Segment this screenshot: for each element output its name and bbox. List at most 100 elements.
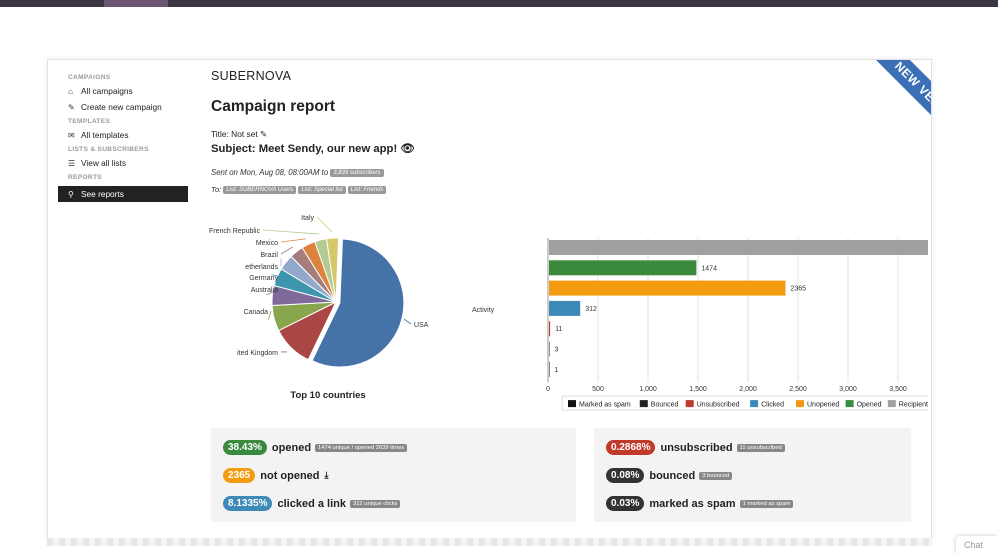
sidebar-item-all-templates[interactable]: ✉ All templates	[68, 130, 129, 140]
sidebar-heading-campaigns: CAMPAIGNS	[68, 74, 111, 81]
sent-info: Sent on Mon, Aug 08, 08:00AM to 3,839 sub…	[211, 168, 384, 177]
bar-legend-box	[561, 395, 928, 411]
stat-clicked: 8.1335% clicked a link 312 unique clicks	[223, 496, 401, 511]
bar-mark[interactable]	[549, 240, 928, 255]
eye-icon[interactable]: 👁	[400, 143, 415, 155]
sidebar: CAMPAIGNS ⌂ All campaigns ✎ Create new cam…	[58, 74, 188, 208]
active-tab-indicator[interactable]	[104, 0, 168, 7]
bar-value-label: 2365	[791, 286, 807, 293]
app-frame: CAMPAIGNS ⌂ All campaigns ✎ Create new cam…	[47, 59, 932, 541]
legend-swatch[interactable]	[845, 400, 854, 408]
pie-label: USA	[414, 322, 429, 329]
countries-pie-chart: USA ited Kingdom Canada Australia Germany eth…	[208, 215, 429, 400]
not-opened-badge: 2365	[223, 468, 256, 483]
stat-not-opened: 2365 not opened ⤓	[223, 468, 329, 483]
brand-name[interactable]: SUBERNOVA	[211, 69, 292, 83]
bar-x-tick: 0	[546, 386, 550, 393]
sidebar-item-all-campaigns[interactable]: ⌂ All campaigns	[68, 86, 133, 96]
legend-swatch[interactable]	[750, 400, 759, 408]
pie-label: Mexico	[256, 240, 278, 247]
stat-bounced: 0.08% bounced 3 bounced	[606, 468, 733, 483]
bar-value-label: 312	[585, 306, 597, 313]
bar-mark[interactable]	[549, 300, 581, 316]
clicked-badge: 8.1335%	[223, 496, 273, 511]
stat-spam: 0.03% marked as spam 1 marked as spam	[606, 496, 794, 511]
bar-value-label: 3	[555, 347, 559, 354]
bounced-detail: 3 bounced	[699, 471, 733, 480]
unsubscribed-detail: 11 unsubscribed	[736, 443, 785, 452]
legend-swatch[interactable]	[568, 400, 576, 408]
pie-slice[interactable]	[311, 238, 405, 368]
bar-y-axis-label: Activity	[472, 307, 495, 314]
bar-x-tick: 1,000	[639, 386, 657, 393]
pie-label: Brazil	[260, 252, 278, 259]
bar-x-tick: 2,500	[789, 386, 807, 393]
legend-swatch[interactable]	[796, 400, 804, 408]
bar-mark[interactable]	[549, 260, 697, 276]
stats-panel-right: 0.2868% unsubscribed 11 unsubscribed 0.08%…	[594, 428, 911, 522]
bar-value-label: 1474	[701, 265, 717, 272]
recipient-lists: To: List: SUBERNOVA Users List: Special li…	[211, 185, 387, 194]
activity-bar-chart: 3839147423653121131 05001,0001,5002,0002…	[472, 238, 928, 411]
legend-label[interactable]: Unopened	[807, 402, 839, 409]
pie-leader-line	[262, 229, 320, 235]
legend-label[interactable]: Bounced	[651, 402, 679, 409]
pie-slice[interactable]	[325, 237, 340, 303]
legend-swatch[interactable]	[639, 400, 648, 408]
pie-leader-line	[266, 288, 282, 296]
bar-mark[interactable]	[549, 280, 786, 296]
sidebar-item-see-reports[interactable]: ⚲ See reports	[58, 186, 188, 202]
clicked-detail: 312 unique clicks	[349, 499, 401, 508]
new-version-ribbon[interactable]: NEW VERSION 3	[864, 60, 931, 169]
chat-widget[interactable]: Chat	[956, 536, 998, 554]
unsubscribed-badge: 0.2868%	[606, 440, 656, 455]
opened-detail: 1474 unique / opened 2639 times	[315, 443, 408, 452]
campaign-subject: Subject: Meet Sendy, our new app! 👁	[211, 143, 415, 155]
legend-label[interactable]: Marked as spam	[579, 402, 631, 409]
pie-chart-title: Top 10 countries	[290, 390, 365, 400]
pencil-icon[interactable]: ✎	[260, 129, 268, 139]
bar-mark[interactable]	[549, 341, 550, 357]
pie-leader-line	[267, 310, 272, 321]
opened-badge: 38.43%	[223, 440, 267, 455]
list-pill[interactable]: List: SUBERNOVA Users	[223, 186, 297, 194]
download-icon[interactable]: ⤓	[324, 470, 329, 480]
pie-label: Germany	[249, 275, 278, 282]
legend-label[interactable]: Recipients	[899, 402, 928, 409]
bar-x-tick: 1,500	[689, 386, 707, 393]
list-icon: ☰	[68, 158, 76, 168]
pie-label: Australia	[251, 287, 278, 294]
legend-label[interactable]: Opened	[857, 402, 882, 409]
spam-badge: 0.03%	[606, 496, 645, 511]
list-pill[interactable]: List: Special list	[298, 186, 346, 194]
pie-leader-line	[280, 246, 293, 255]
pie-leader-line	[280, 238, 306, 243]
bar-x-tick: 500	[592, 386, 604, 393]
pie-label: nce, French Republic	[208, 228, 260, 235]
subscribers-pill: 3,839 subscribers	[330, 168, 384, 177]
edit-icon: ✎	[68, 102, 75, 112]
bounced-badge: 0.08%	[606, 468, 645, 483]
bar-x-tick: 3,000	[839, 386, 857, 393]
bar-mark[interactable]	[549, 361, 550, 377]
pie-leader-line	[316, 216, 333, 233]
legend-swatch[interactable]	[685, 400, 694, 408]
sidebar-item-view-lists[interactable]: ☰ View all lists	[68, 158, 127, 168]
home-icon: ⌂	[68, 86, 73, 96]
bar-mark[interactable]	[549, 321, 551, 337]
pie-label: Canada	[243, 309, 268, 316]
pie-label: etherlands	[245, 264, 278, 271]
legend-label[interactable]: Unsubscribed	[697, 402, 740, 409]
bar-value-label: 11	[555, 326, 562, 333]
sidebar-item-create-campaign[interactable]: ✎ Create new campaign	[68, 102, 162, 112]
list-pill[interactable]: List: Friends	[347, 186, 387, 194]
legend-label[interactable]: Clicked	[761, 402, 784, 409]
pie-label: Italy	[301, 215, 314, 222]
search-icon: ⚲	[68, 189, 74, 199]
envelope-icon: ✉	[68, 130, 75, 140]
bar-x-tick: 2,000	[739, 386, 757, 393]
stats-panel-left: 38.43% opened 1474 unique / opened 2639 ti…	[211, 428, 576, 522]
legend-swatch[interactable]	[887, 400, 896, 408]
bar-x-tick: 3,500	[889, 386, 907, 393]
bar-value-label: 1	[555, 367, 559, 374]
